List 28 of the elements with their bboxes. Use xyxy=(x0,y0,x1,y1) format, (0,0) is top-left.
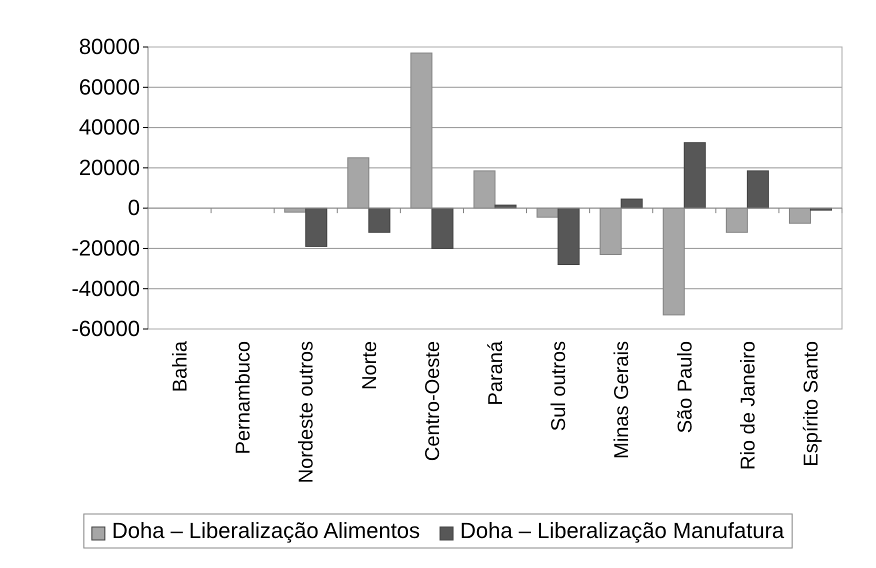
x-tick-label: São Paulo xyxy=(674,341,696,434)
x-tick-label: Paraná xyxy=(485,340,507,406)
y-tick-label: -60000 xyxy=(71,316,140,342)
y-tick-label: 20000 xyxy=(78,154,140,180)
x-tick-label: Bahia xyxy=(170,340,192,392)
y-tick-label: 60000 xyxy=(78,74,140,100)
x-tick-label: Minas Gerais xyxy=(611,341,634,459)
y-tick-label: 0 xyxy=(128,195,140,220)
y-tick-label: 40000 xyxy=(78,114,140,140)
x-tick-label: Rio de Janeiro xyxy=(737,341,760,470)
bar xyxy=(558,208,580,266)
legend-label: Doha – Liberalização Alimentos xyxy=(112,518,420,543)
x-tick-label: Pernambuco xyxy=(232,341,255,454)
bar xyxy=(431,208,454,249)
bar xyxy=(746,170,769,209)
x-tick-label: Nordeste outros xyxy=(296,341,318,484)
bar xyxy=(305,208,328,247)
legend-label: Doha – Liberalização Manufatura xyxy=(460,518,785,543)
bar xyxy=(684,142,706,209)
bar xyxy=(368,208,390,233)
bar xyxy=(620,198,643,209)
y-tick-label: -20000 xyxy=(71,235,140,260)
y-tick-label: 80000 xyxy=(78,34,140,60)
x-tick-label: Espírito Santo xyxy=(800,341,822,467)
x-tick-label: Centro-Oeste xyxy=(422,341,444,462)
x-tick-label: Norte xyxy=(358,341,381,390)
x-tick-label: Sul outros xyxy=(548,341,570,432)
y-tick-label: -40000 xyxy=(71,276,140,301)
